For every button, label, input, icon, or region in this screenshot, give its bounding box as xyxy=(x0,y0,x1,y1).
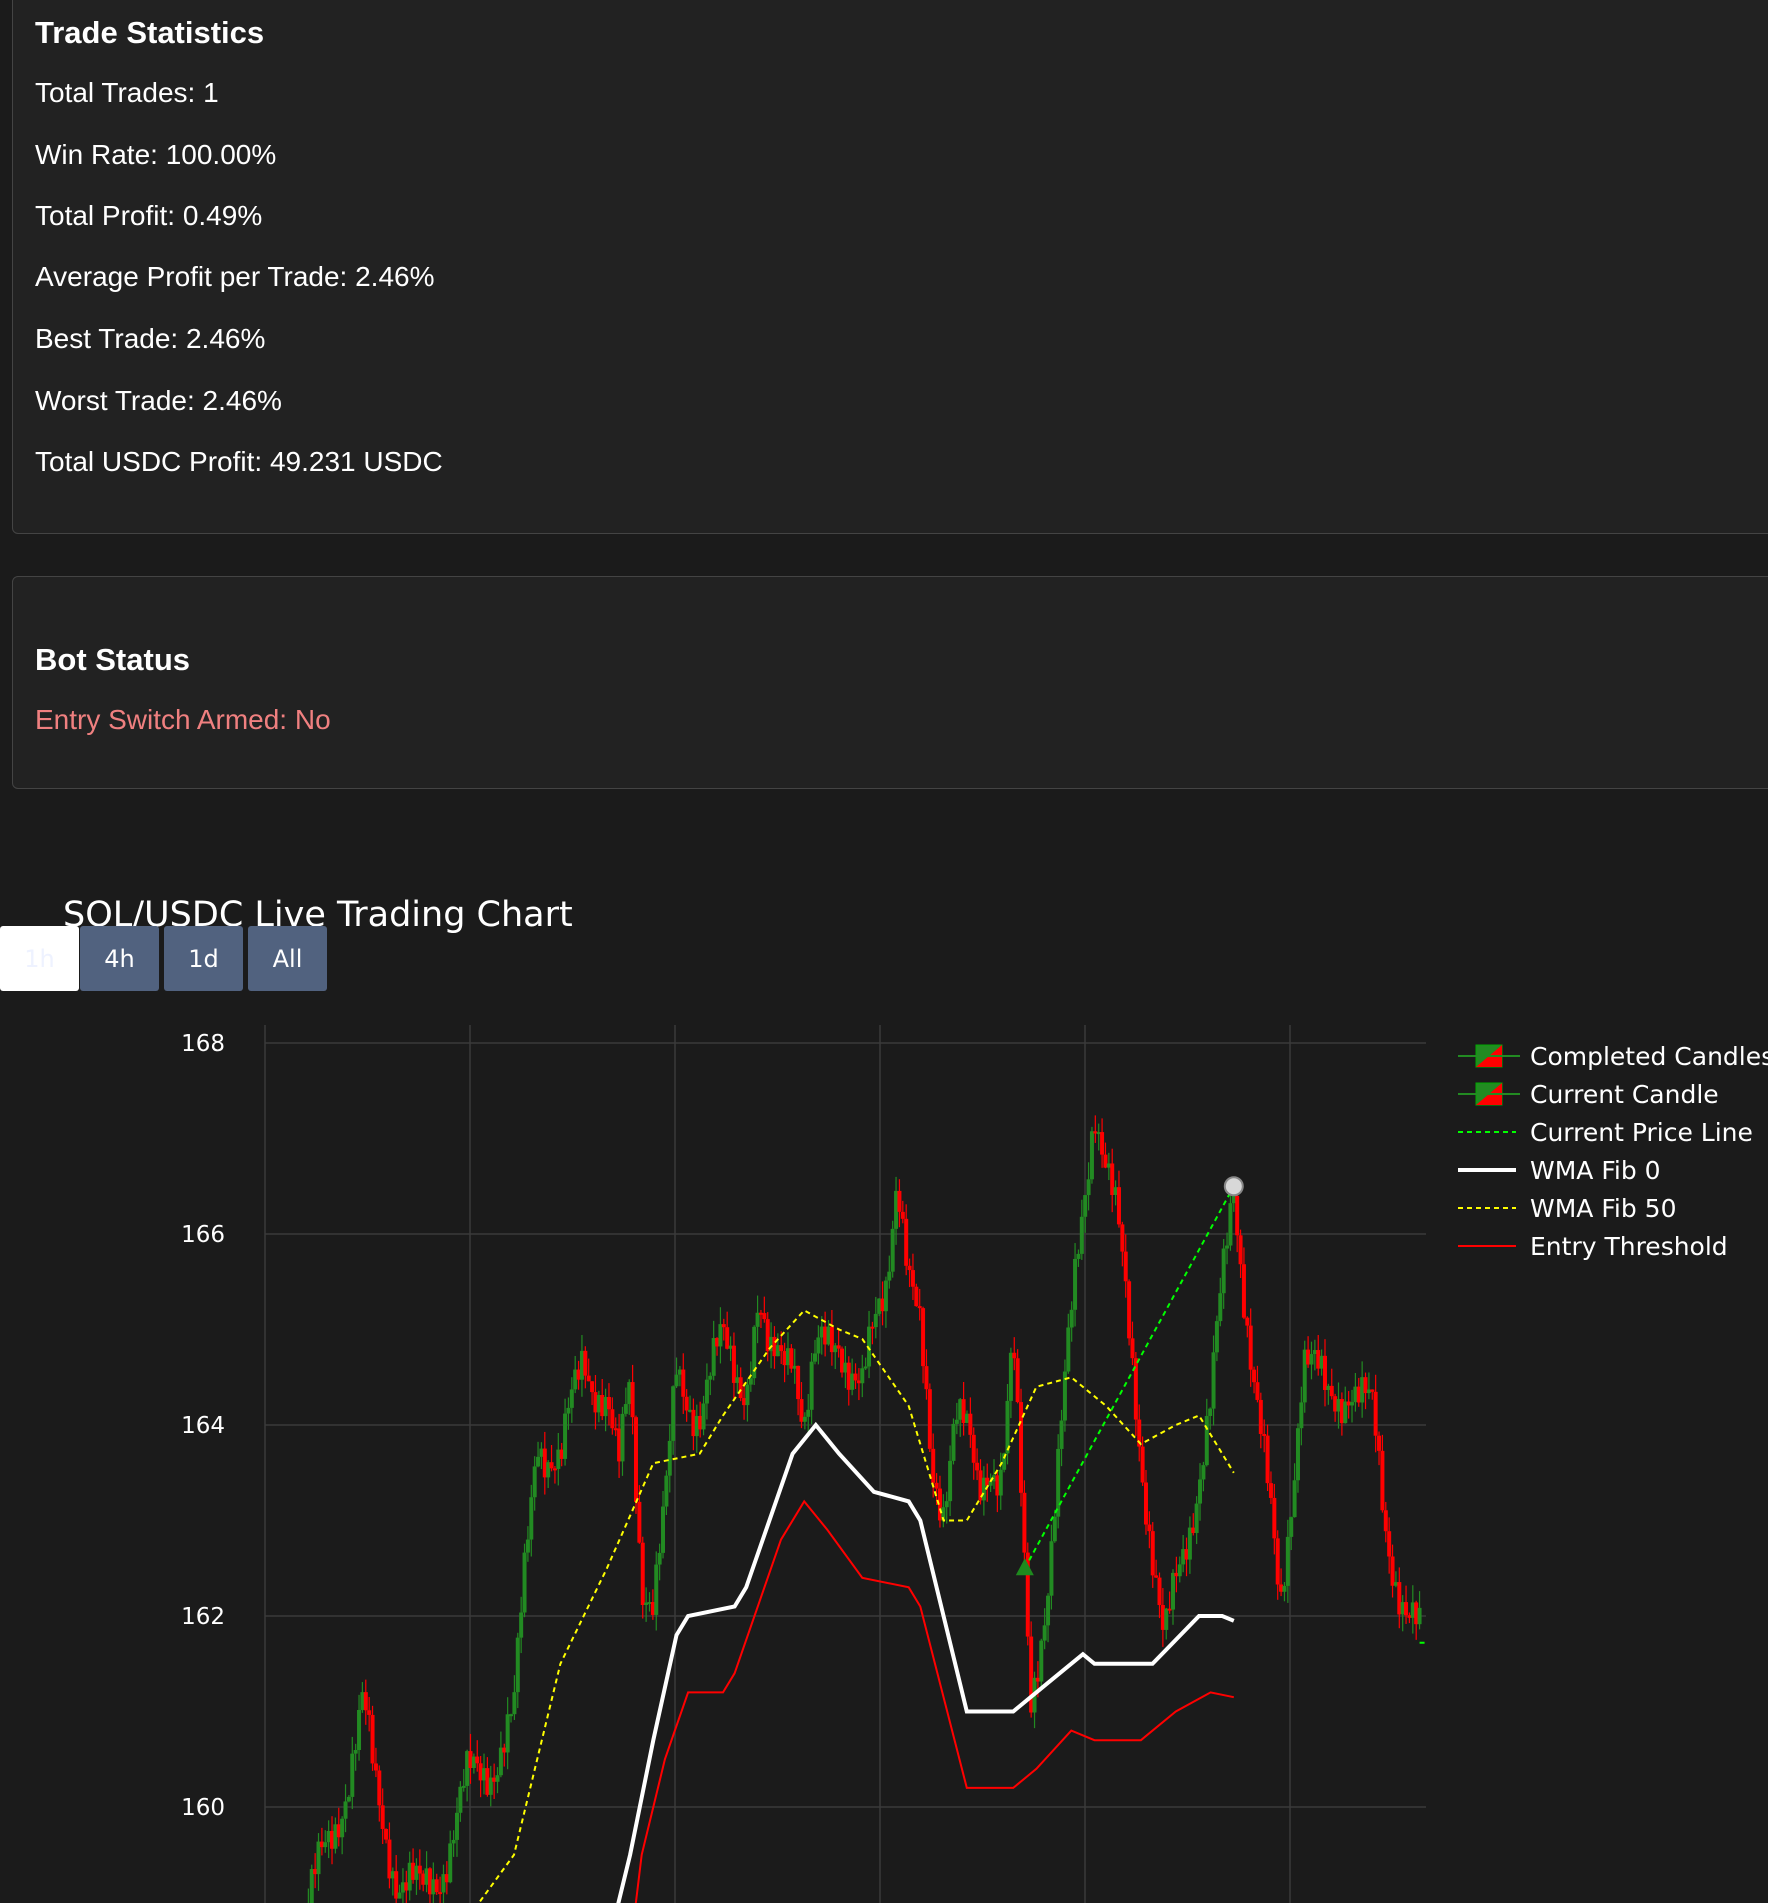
candle xyxy=(448,1831,452,1884)
legend-label-current-candle: Current Candle xyxy=(1530,1080,1719,1109)
worst-trade: Worst Trade: 2.46% xyxy=(35,385,282,417)
candle xyxy=(972,1427,976,1479)
entry-threshold-line xyxy=(305,1501,1234,1903)
candle xyxy=(506,1697,510,1769)
range-button-1d[interactable]: 1d xyxy=(164,926,243,991)
range-button-all[interactable]: All xyxy=(248,926,327,991)
candle xyxy=(1026,1543,1030,1646)
candle xyxy=(718,1307,722,1363)
candle xyxy=(1117,1171,1121,1228)
legend-item-entry-threshold[interactable]: Entry Threshold xyxy=(1458,1232,1728,1261)
candle xyxy=(1090,1127,1094,1184)
candle xyxy=(435,1874,439,1895)
candle xyxy=(928,1383,932,1452)
legend-label-current-price-line: Current Price Line xyxy=(1530,1118,1753,1147)
legend-label-wma-fib-0: WMA Fib 0 xyxy=(1530,1156,1661,1185)
y-tick-162: 162 xyxy=(181,1604,225,1630)
candle xyxy=(830,1310,834,1366)
candle xyxy=(441,1865,445,1903)
trade-markers xyxy=(1016,1177,1243,1575)
candle xyxy=(1151,1522,1155,1588)
candle xyxy=(732,1333,736,1401)
y-axis-ticks: 160 162 164 166 168 xyxy=(181,1031,225,1821)
candle xyxy=(1019,1389,1023,1507)
win-rate: Win Rate: 100.00% xyxy=(35,139,276,171)
legend-item-current-candle[interactable]: Current Candle xyxy=(1458,1080,1719,1109)
entry-marker-icon[interactable] xyxy=(1016,1558,1034,1575)
candle xyxy=(1330,1369,1334,1400)
candle xyxy=(523,1544,527,1617)
legend-item-completed-candles[interactable]: Completed Candles xyxy=(1458,1042,1768,1071)
legend-label-wma-fib-50: WMA Fib 50 xyxy=(1530,1194,1676,1223)
candle xyxy=(712,1321,716,1381)
candle xyxy=(499,1732,503,1778)
chart-legend[interactable]: Completed Candles Current Candle Current… xyxy=(1458,1042,1768,1261)
candle xyxy=(1164,1608,1168,1640)
candle xyxy=(1259,1393,1263,1449)
candle xyxy=(860,1355,864,1397)
bot-status-title: Bot Status xyxy=(35,642,190,678)
candle xyxy=(891,1221,895,1278)
legend-item-current-price-line[interactable]: Current Price Line xyxy=(1458,1118,1753,1147)
candle xyxy=(1404,1586,1408,1624)
average-profit: Average Profit per Trade: 2.46% xyxy=(35,261,435,293)
y-tick-166: 166 xyxy=(181,1222,225,1248)
candle xyxy=(1397,1567,1401,1628)
total-trades: Total Trades: 1 xyxy=(35,77,219,109)
candle xyxy=(914,1284,918,1307)
legend-item-wma-fib-50[interactable]: WMA Fib 50 xyxy=(1458,1194,1676,1223)
price-chart[interactable]: 160 162 164 166 168 Completed Candles Cu… xyxy=(0,1000,1768,1903)
candle xyxy=(1418,1591,1422,1629)
candle xyxy=(840,1347,844,1378)
wma-fib-50-line xyxy=(305,1310,1234,1903)
candle xyxy=(371,1706,375,1771)
candle xyxy=(340,1816,344,1854)
candle xyxy=(745,1379,749,1422)
candle xyxy=(962,1382,966,1436)
trade-statistics-card: Trade Statistics Total Trades: 1 Win Rat… xyxy=(12,0,1768,534)
candle xyxy=(884,1277,888,1328)
candle xyxy=(1316,1335,1320,1376)
chart-grid xyxy=(265,1025,1426,1903)
candle xyxy=(725,1312,729,1350)
candle xyxy=(1127,1279,1131,1345)
candle xyxy=(620,1407,624,1476)
y-tick-168: 168 xyxy=(181,1031,225,1057)
total-profit: Total Profit: 0.49% xyxy=(35,200,262,232)
candle xyxy=(583,1346,587,1388)
candle xyxy=(1323,1339,1327,1406)
best-trade: Best Trade: 2.46% xyxy=(35,323,265,355)
candle xyxy=(1110,1149,1114,1212)
candle xyxy=(1039,1639,1043,1687)
y-tick-160: 160 xyxy=(181,1795,225,1821)
legend-item-wma-fib-0[interactable]: WMA Fib 0 xyxy=(1458,1156,1661,1185)
trade-statistics-title: Trade Statistics xyxy=(35,15,264,51)
candle xyxy=(739,1367,743,1401)
exit-marker-icon[interactable] xyxy=(1225,1177,1243,1195)
candle xyxy=(641,1537,645,1619)
y-tick-164: 164 xyxy=(181,1413,225,1439)
legend-label-entry-threshold: Entry Threshold xyxy=(1530,1232,1728,1261)
candle xyxy=(364,1680,368,1725)
candle xyxy=(550,1445,554,1471)
candle xyxy=(1188,1516,1192,1573)
usdc-profit: Total USDC Profit: 49.231 USDC xyxy=(35,446,443,478)
candle xyxy=(762,1297,766,1323)
trade-connector-line xyxy=(1025,1186,1234,1568)
range-button-1h[interactable]: 1h xyxy=(0,926,79,991)
candle xyxy=(556,1433,560,1485)
entry-switch-status: Entry Switch Armed: No xyxy=(35,704,331,736)
candle xyxy=(752,1325,756,1385)
range-button-4h[interactable]: 4h xyxy=(80,926,159,991)
wma-fib-0-line xyxy=(305,1425,1234,1903)
legend-label-completed-candles: Completed Candles xyxy=(1530,1042,1768,1071)
candle xyxy=(951,1418,955,1464)
bot-status-card: Bot Status Entry Switch Armed: No xyxy=(12,576,1768,789)
candle xyxy=(1309,1342,1313,1380)
